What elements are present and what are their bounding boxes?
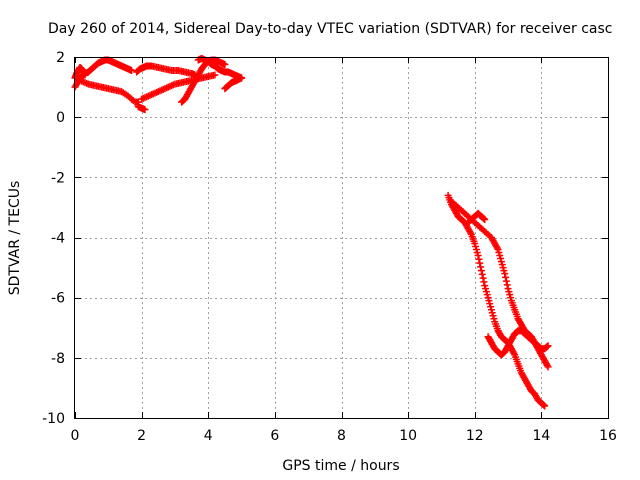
x-tick-label: 16	[599, 428, 617, 444]
x-tick-label: 12	[466, 428, 484, 444]
series-arc-m	[464, 209, 489, 226]
data-point	[474, 252, 482, 260]
data-point	[478, 270, 486, 278]
data-point	[502, 273, 510, 281]
x-axis-label: GPS time / hours	[282, 458, 399, 474]
y-tick-label: -8	[51, 351, 65, 367]
data-point	[128, 67, 136, 75]
y-tick-label: 2	[56, 50, 65, 66]
x-tick-label: 6	[270, 428, 279, 444]
x-tick-label: 4	[204, 428, 213, 444]
data-point	[480, 278, 488, 286]
data-point	[503, 281, 511, 289]
series-arc-j	[444, 191, 549, 410]
series-arc-f	[138, 71, 219, 103]
grid-layer	[75, 57, 608, 418]
series-arc-l	[484, 327, 552, 359]
data-point	[238, 74, 246, 82]
plot-frame	[74, 57, 609, 419]
data-point	[543, 361, 551, 369]
data-point	[475, 255, 483, 263]
y-tick-label: -4	[51, 231, 65, 247]
data-point	[510, 349, 518, 357]
x-tick-label: 14	[532, 428, 550, 444]
x-tick-label: 2	[137, 428, 146, 444]
chart-title: Day 260 of 2014, Sidereal Day-to-day VTE…	[48, 21, 612, 37]
data-point	[544, 363, 552, 371]
series-arc-i	[221, 74, 246, 93]
data-point	[493, 244, 501, 252]
y-tick-label: -10	[42, 411, 65, 427]
data-point	[141, 106, 149, 114]
y-tick-label: 0	[56, 110, 65, 126]
series-arc-c	[78, 77, 142, 106]
series-arc-b	[71, 56, 136, 91]
ticks-layer: 0 2 4 6 8 10 12 14 16 -10 -8 -6 -4 -2 0 2	[42, 50, 617, 444]
data-point	[477, 263, 485, 271]
data-point	[480, 215, 488, 223]
x-tick-label: 10	[399, 428, 417, 444]
data-point	[477, 267, 485, 275]
data-point	[502, 277, 510, 285]
x-tick-label: 8	[337, 428, 346, 444]
data-point	[543, 343, 551, 351]
series-arc-d	[134, 103, 149, 114]
data-point	[221, 61, 229, 69]
y-tick-label: -6	[51, 291, 65, 307]
data-point	[481, 215, 489, 223]
x-tick-label: 0	[71, 428, 80, 444]
data-point	[479, 274, 487, 282]
data-point	[501, 270, 509, 278]
data-point	[467, 229, 475, 237]
series-arc-e	[133, 62, 199, 79]
y-axis-label: SDTVAR / TECUs	[7, 181, 23, 296]
data-point	[476, 259, 484, 267]
y-tick-label: -2	[51, 170, 65, 186]
data-point	[540, 401, 548, 409]
data-point	[544, 342, 552, 350]
data-points-layer	[71, 55, 552, 410]
data-point	[211, 71, 219, 79]
data-point	[541, 402, 549, 410]
